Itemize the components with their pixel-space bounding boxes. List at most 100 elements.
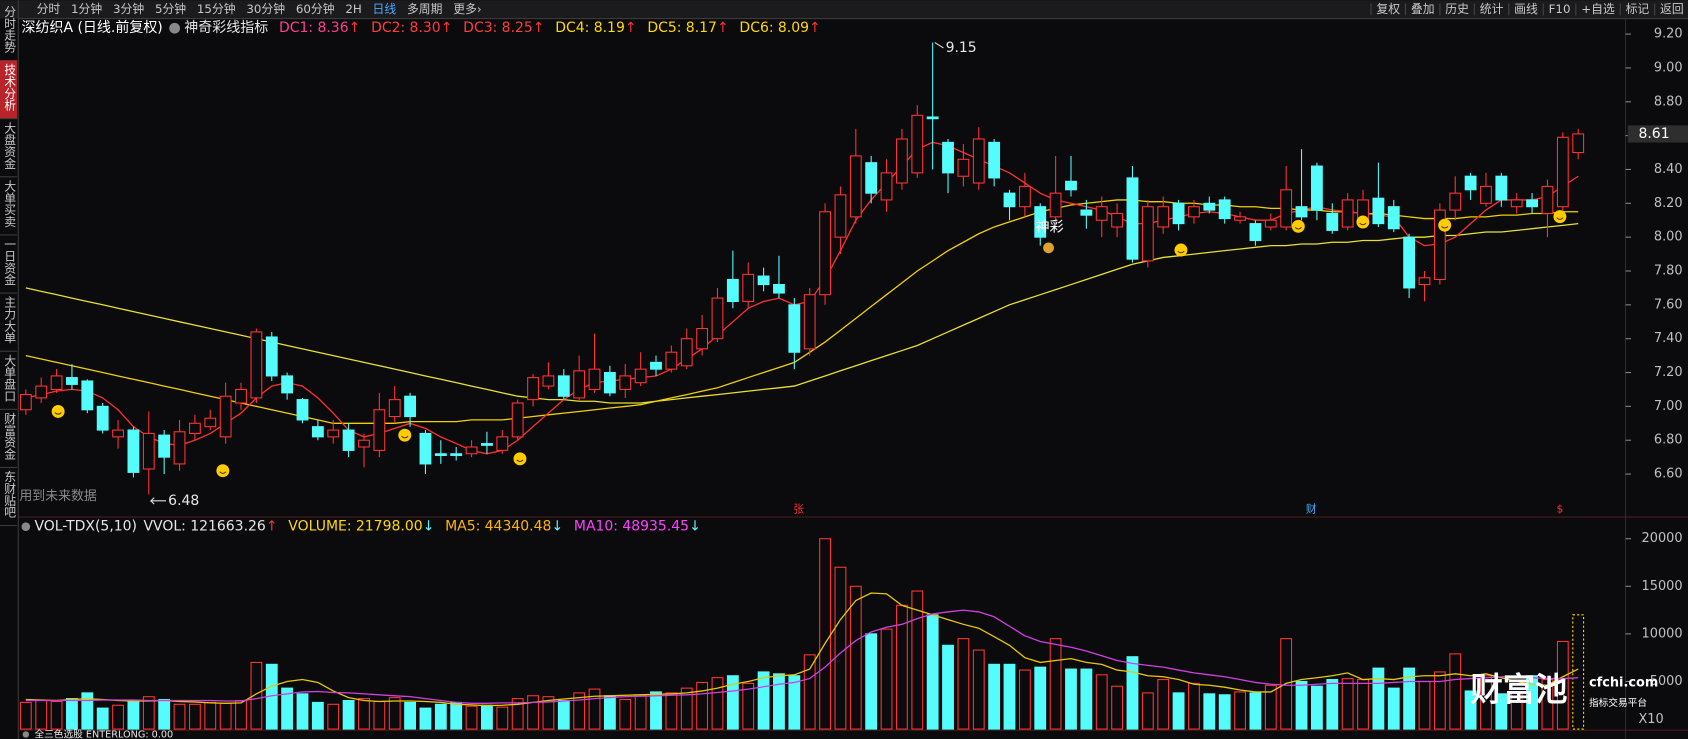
period-tab[interactable]: 2H <box>345 2 361 16</box>
side-tab[interactable]: 分时走势 <box>3 6 17 53</box>
candle-body <box>1218 199 1231 220</box>
chart-note: 张 <box>793 502 804 515</box>
tool-button[interactable]: F10 <box>1549 2 1571 16</box>
side-tab[interactable]: 一日资金 <box>3 238 17 285</box>
period-tab[interactable]: 更多› <box>453 2 481 16</box>
volume-bar <box>158 699 171 730</box>
tool-button[interactable]: 叠加 <box>1411 2 1435 16</box>
period-tab[interactable]: 多周期 <box>407 2 442 16</box>
side-tab[interactable]: 东财贴吧 <box>3 471 17 518</box>
volume-bar <box>1280 638 1293 730</box>
tool-button[interactable]: 画线 <box>1514 2 1538 16</box>
dropdown-icon[interactable] <box>22 731 30 738</box>
volume-bar <box>404 701 417 730</box>
signal-icon <box>398 428 412 442</box>
candle-body <box>1141 206 1154 262</box>
period-tab[interactable]: 5分钟 <box>155 2 186 16</box>
current-price-box <box>1627 125 1688 143</box>
volume-bar <box>742 682 755 730</box>
tool-button[interactable]: 统计 <box>1480 2 1504 16</box>
candle-body <box>1157 206 1170 228</box>
candle-body <box>511 402 524 438</box>
tool-button[interactable]: 标记 <box>1626 2 1650 16</box>
chart-note: 财 <box>1306 502 1317 515</box>
volume-bar <box>1295 680 1308 730</box>
tool-button[interactable]: +自选 <box>1581 2 1615 16</box>
candle-body <box>650 361 662 370</box>
volume-bar <box>1433 671 1446 730</box>
y-tick-label: 7.60 <box>1654 297 1683 312</box>
candle-body <box>1572 133 1585 154</box>
volume-bar <box>1249 692 1262 730</box>
candle-body <box>1264 219 1277 228</box>
dropdown-icon[interactable] <box>21 522 31 531</box>
candle-body <box>1034 206 1047 238</box>
tool-button[interactable]: 历史 <box>1445 2 1469 16</box>
candle-body <box>726 278 739 302</box>
signal-icon <box>1291 219 1305 233</box>
candle-body <box>265 336 278 377</box>
readout-value: 8.25 <box>502 20 533 36</box>
tool-button[interactable]: 复权 <box>1376 2 1400 16</box>
chart-note: 神彩 <box>1036 219 1064 235</box>
high-pointer <box>934 42 944 49</box>
candle-body <box>1310 165 1323 211</box>
volume-bar <box>573 692 586 730</box>
period-tab[interactable]: 分时 <box>37 2 61 16</box>
side-tab[interactable]: 财富资金 <box>3 412 17 460</box>
candle-body <box>542 375 555 387</box>
candle-body <box>1403 236 1416 289</box>
candle-body <box>1095 206 1108 221</box>
volume-bar <box>1003 663 1016 730</box>
volume-bar <box>388 697 401 730</box>
side-tab[interactable]: 大单盘口 <box>3 354 17 402</box>
period-tab[interactable]: 30分钟 <box>246 2 285 16</box>
readout-value: 121663.26 <box>190 519 266 535</box>
period-tab[interactable]: 60分钟 <box>296 2 335 16</box>
y-tick-label: 8.00 <box>1654 230 1683 245</box>
candle-body <box>1510 199 1523 208</box>
side-tab[interactable]: 主力大单 <box>3 296 17 345</box>
side-tab[interactable]: 大单买卖 <box>3 179 17 228</box>
period-tab[interactable]: 15分钟 <box>197 2 236 16</box>
side-tab[interactable]: 技术分析 <box>3 64 17 112</box>
candle-body <box>1003 192 1016 208</box>
period-tab[interactable]: 日线 <box>373 2 397 16</box>
candle-body <box>419 432 432 465</box>
period-tab[interactable]: 1分钟 <box>71 2 102 16</box>
period-tab[interactable]: 3分钟 <box>113 2 144 16</box>
signal-icon <box>1553 210 1567 224</box>
readout-label: DC3: <box>463 20 497 36</box>
readout-arrow: ↑ <box>441 20 453 36</box>
volume-bar <box>557 699 570 730</box>
dropdown-icon[interactable] <box>169 22 181 34</box>
candle-body <box>66 377 78 385</box>
candle-body <box>926 116 939 120</box>
volume-bar <box>96 707 109 730</box>
volume-bar <box>650 691 662 730</box>
volume-bar <box>911 590 924 730</box>
volume-bar <box>1234 691 1246 730</box>
candle-body <box>895 138 908 184</box>
candle-body <box>1433 209 1446 280</box>
signal-icon <box>1174 243 1188 257</box>
volume-bar <box>849 585 862 730</box>
candle-body <box>188 422 201 434</box>
candle-body <box>1126 177 1139 260</box>
indicator-line <box>25 222 1579 404</box>
volume-bar <box>1065 668 1077 730</box>
y-tick-label: 10000 <box>1642 626 1683 641</box>
stock-title: 深纺织A (日线.前复权) <box>22 19 163 36</box>
volume-bar <box>542 696 555 730</box>
volume-bar <box>450 701 463 730</box>
side-tab[interactable]: 大盘资金 <box>3 121 17 169</box>
tool-button[interactable]: 返回 <box>1660 2 1684 16</box>
readout-value: 8.19 <box>594 20 625 36</box>
candle-body <box>465 446 478 455</box>
volume-bar <box>1310 685 1323 730</box>
readout-arrow: ↑ <box>266 519 278 535</box>
candle-body <box>158 434 171 458</box>
candle-body <box>1065 180 1077 191</box>
volume-title: VOL-TDX(5,10) <box>34 519 137 535</box>
signal-icon <box>1356 215 1370 229</box>
